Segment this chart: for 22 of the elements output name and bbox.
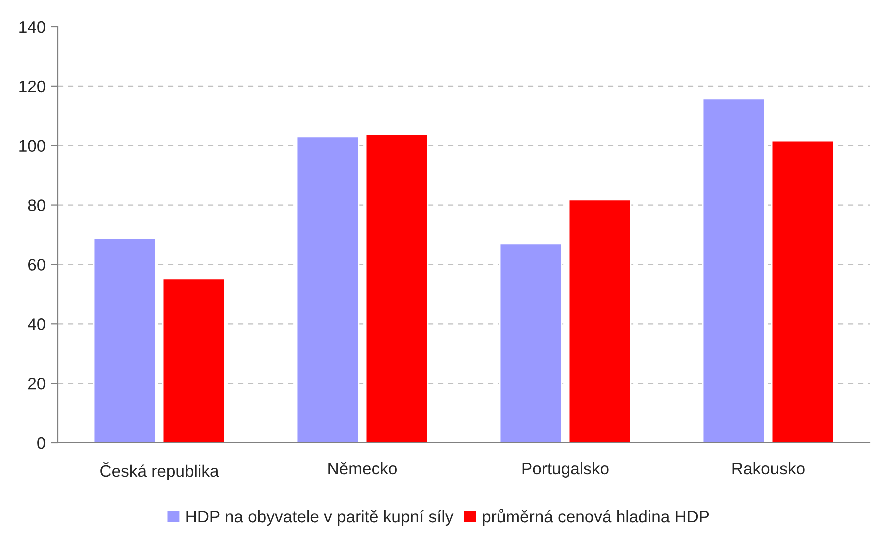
x-tick-label: Německo	[328, 462, 397, 475]
y-tick-label: 140	[20, 21, 46, 34]
x-tick-label: Česká republika	[100, 462, 220, 480]
y-tick-label: 0	[38, 437, 46, 450]
legend-label: průměrná cenová hladina HDP	[483, 509, 710, 526]
y-tick-label: 100	[20, 140, 46, 152]
bar	[365, 134, 429, 443]
y-tick-label: 80	[28, 200, 46, 212]
bar	[499, 243, 563, 443]
bar	[296, 136, 360, 443]
bar	[568, 199, 632, 443]
y-tick-label: 120	[20, 80, 46, 93]
bar	[702, 98, 766, 443]
bar	[771, 140, 835, 443]
x-tick-label: Rakousko	[732, 462, 805, 475]
legend-label: HDP na obyvatele v paritě kupní síly	[186, 510, 454, 526]
y-tick-label: 20	[28, 378, 46, 390]
x-tick-label: Portugalsko	[522, 462, 609, 478]
y-tick-label: 60	[28, 259, 46, 271]
y-tick-label: 40	[28, 318, 46, 330]
bar	[162, 278, 226, 443]
bar	[93, 238, 157, 443]
